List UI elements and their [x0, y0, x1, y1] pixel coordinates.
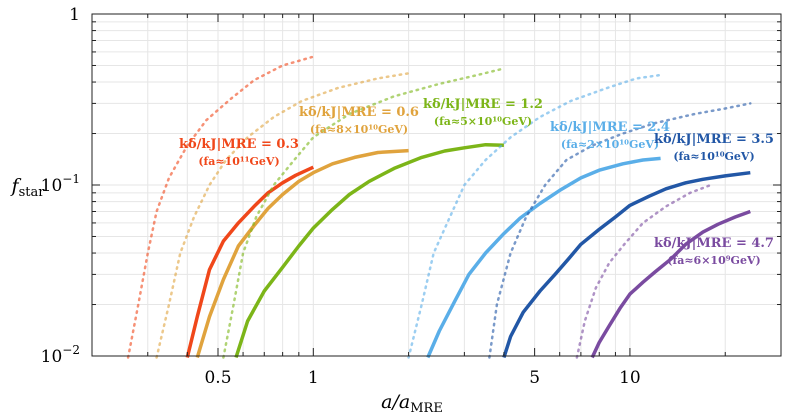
series-dotted-line-1 [126, 55, 314, 359]
y-tick-exponent: −1 [62, 172, 80, 186]
x-tick-label: 10 [619, 368, 641, 388]
y-axis-label-main: f [10, 175, 22, 197]
y-tick-base: 10 [41, 176, 63, 196]
series-line-1 [185, 165, 315, 358]
y-axis-label: fstar [10, 175, 46, 200]
series-label-3: kδ/kJ|MRE = 1.2 [423, 97, 543, 112]
series-label-6: kδ/kJ|MRE = 4.7 [654, 236, 774, 251]
x-tick-label: 5 [529, 368, 540, 388]
series-label-5: kδ/kJ|MRE = 3.5 [654, 132, 774, 147]
y-tick-label: 10−2 [41, 343, 80, 367]
series-dotted-line-4 [407, 73, 662, 359]
series-line-6 [590, 209, 751, 359]
x-axis-label-sub: MRE [410, 401, 443, 416]
x-axis-label: a/aMRE [381, 391, 443, 416]
series-sublabel-5: (fa≈10¹⁰GeV) [673, 150, 754, 163]
series-labels: kδ/kJ|MRE = 0.3 (fa≈10¹¹GeV) kδ/kJ|MRE = 0… [179, 97, 774, 267]
series-group [126, 55, 752, 359]
series-sublabel-6: (fa≈6×10⁹GeV) [667, 254, 760, 267]
series-line-5 [502, 170, 751, 359]
series-line-3 [234, 142, 504, 359]
series-dotted-line-2 [155, 72, 410, 359]
series-label-4: kδ/kJ|MRE = 2.4 [550, 120, 670, 135]
series-sublabel-2: (fa≈8×10¹⁰GeV) [310, 123, 408, 136]
y-tick-base: 10 [41, 347, 63, 367]
ticks: 0.5 1 5 1010−210−11 [41, 5, 782, 388]
series-dotted-line-5 [488, 102, 752, 359]
series-sublabel-1: (fa≈10¹¹GeV) [198, 155, 279, 168]
series-label-2: kδ/kJ|MRE = 0.6 [299, 105, 419, 120]
series-dotted-line-6 [575, 183, 713, 359]
series-sublabel-3: (fa≈5×10¹⁰GeV) [434, 115, 532, 128]
x-tick-label: 1 [308, 368, 319, 388]
y-tick-base: 1 [69, 5, 80, 25]
x-tick-label: 0.5 [204, 368, 231, 388]
series-sublabel-4: (fa≈2×10¹⁰GeV) [561, 138, 659, 151]
series-line-4 [426, 156, 661, 359]
y-tick-label: 1 [69, 5, 80, 25]
series-dotted-line-3 [222, 67, 506, 359]
y-axis-label-sub: star [19, 185, 46, 200]
x-axis-label-main: a/a [381, 391, 410, 413]
y-tick-exponent: −2 [62, 343, 80, 357]
series-line-2 [195, 148, 409, 359]
y-tick-label: 10−1 [41, 172, 80, 196]
series-label-1: kδ/kJ|MRE = 0.3 [179, 137, 299, 152]
